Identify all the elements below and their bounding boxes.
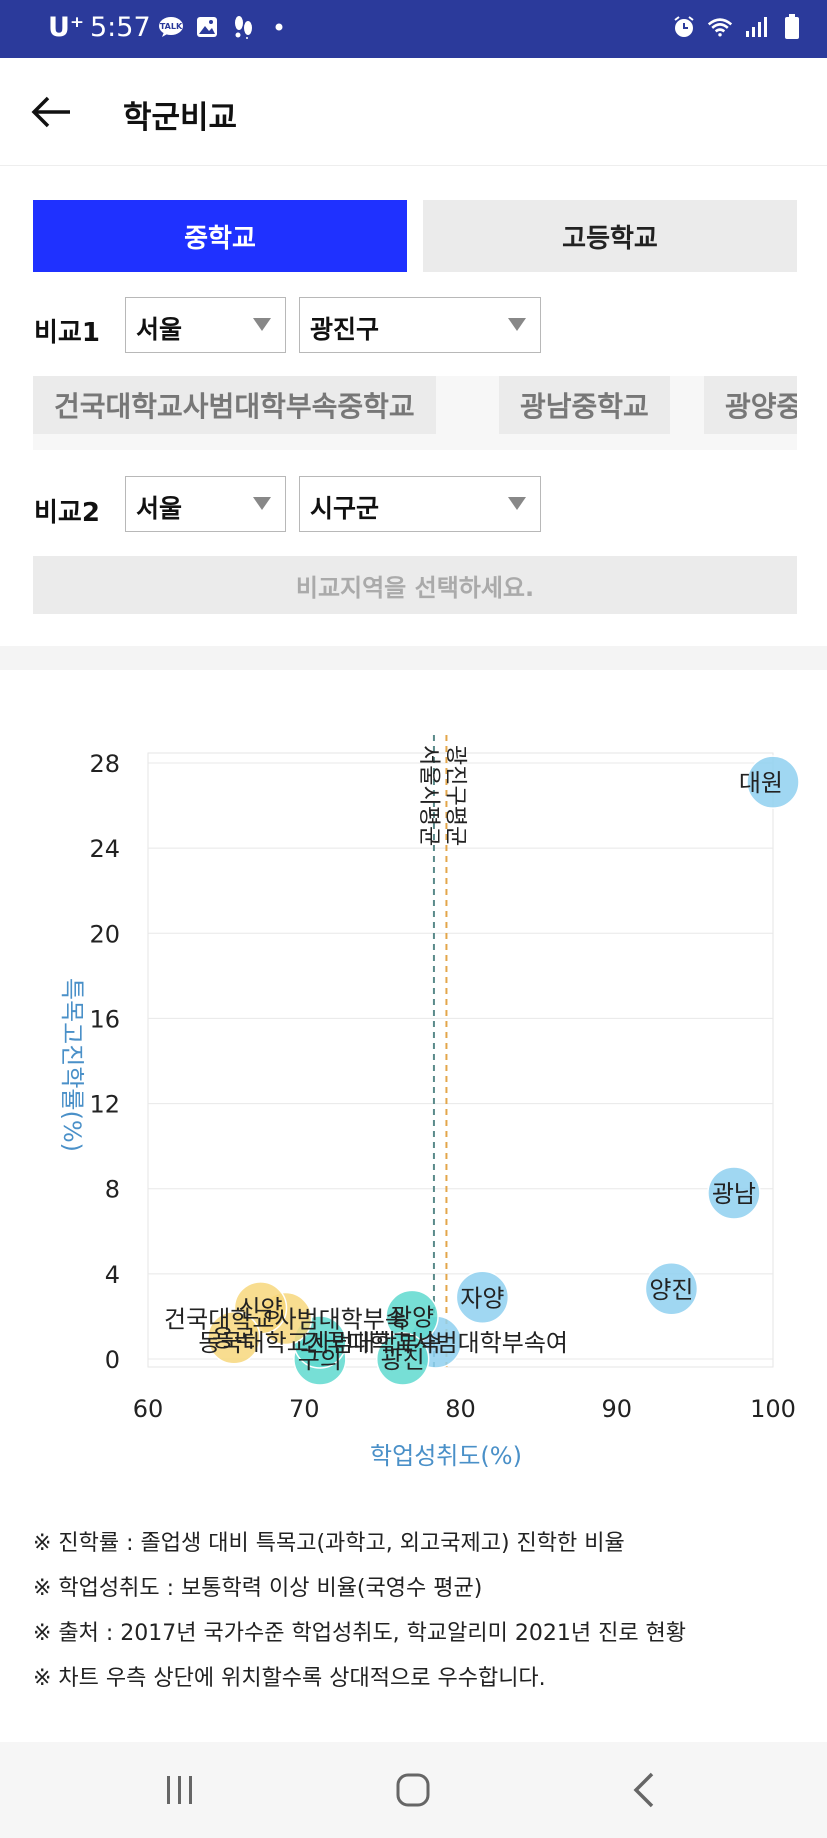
section-divider [0,646,827,670]
compare2-city-value: 서울 [136,494,183,523]
compare2-city-select[interactable]: 서울 [125,476,286,532]
alarm-icon [671,14,697,40]
chart-grid [147,752,774,1368]
y-tick-label: 8 [105,1176,120,1204]
compare1-city-select[interactable]: 서울 [125,297,286,353]
app-header: 학군비교 [0,58,827,166]
x-tick-label: 90 [601,1395,632,1423]
chevron-down-icon [253,318,271,331]
clock-time: 5:57 [90,12,151,43]
talk-icon-label: TALK [160,22,183,31]
data-point-label: 구의 [298,1346,342,1374]
data-point [644,1262,699,1316]
chevron-down-icon [508,497,526,510]
system-icons [671,14,805,40]
system-nav-bar [0,1742,827,1838]
data-point [746,755,800,809]
x-axis-title: 학업성취도(%) [370,1442,522,1470]
y-tick-label: 24 [89,835,120,863]
note-line: ※ 차트 우측 상단에 위치할수록 상대적으로 우수합니다. [33,1666,546,1691]
compare-placeholder: 비교지역을 선택하세요. [33,556,797,614]
school-chip-list[interactable]: 건국대학교사범대학부속중학교 광남중학교 광양중학교 [33,376,797,450]
note-line: ※ 진학률 : 졸업생 대비 특목고(과학고, 외고국제고) 진학한 비율 [33,1531,625,1556]
note-line: ※ 학업성취도 : 보통학력 이상 비율(국영수 평균) [33,1576,483,1601]
compare1-city-value: 서울 [136,315,183,344]
compare2-district-value: 시구군 [310,494,380,523]
back-nav-icon[interactable] [620,1768,670,1812]
y-tick-label: 0 [105,1346,120,1374]
school-chip[interactable]: 광남중학교 [499,376,670,434]
tab-middle-school[interactable]: 중학교 [33,200,407,272]
signal-icon [743,14,769,40]
data-point-label: 광남 [712,1180,756,1208]
data-point [375,1332,430,1386]
dot-icon [266,14,292,40]
plot-border [147,752,774,1368]
chevron-down-icon [253,497,271,510]
data-point-label: 광진 [381,1346,425,1374]
y-tick-label: 16 [89,1005,120,1033]
school-chip[interactable]: 건국대학교사범대학부속중학교 [33,376,436,434]
x-tick-label: 100 [750,1395,796,1423]
gallery-icon [194,14,220,40]
home-icon[interactable] [388,1768,438,1812]
compare1-district-select[interactable]: 광진구 [299,297,541,353]
chevron-down-icon [508,318,526,331]
data-point-label: 건국대학교사범대학부속여 [303,1329,568,1357]
chart-axes: 0 4 8 12 16 20 24 28 60 70 80 90 100 학업성취도(%) 특목고진학률(%… [58,750,796,1470]
chart-notes: ※ 진학률 : 졸업생 대비 특목고(과학고, 외고국제고) 진학한 비율 ※ … [33,1524,686,1704]
data-point-label: 광양 [390,1303,434,1331]
compare2-label: 비교2 [34,498,100,528]
status-bar: U⁺ 5:57 TALK [0,0,827,58]
compare1-district-value: 광진구 [310,315,380,344]
data-point-label: 양진 [649,1276,693,1304]
page-title: 학군비교 [123,100,238,136]
school-chip[interactable]: 광양중학교 [704,376,797,434]
y-tick-label: 28 [89,750,120,778]
x-tick-label: 60 [133,1395,164,1423]
x-tick-label: 70 [289,1395,320,1423]
back-arrow-icon[interactable] [30,92,74,132]
wifi-icon [707,14,733,40]
y-tick-label: 4 [105,1261,120,1289]
reference-line-label: 광진구평균 [442,745,467,846]
compare1-label: 비교1 [34,318,100,348]
data-point-label: 동국대학교사범대학부속 [198,1329,441,1357]
y-axis-title: 특목고진학률(%) [58,978,86,1152]
compare2-district-select[interactable]: 시구군 [299,476,541,532]
data-point-label: 건국대학교사범대학부속 [164,1306,407,1334]
data-point-label: 대원 [739,769,783,797]
reference-line-label: 서울시평균 [416,745,441,846]
carrier-label: U⁺ [48,12,85,43]
tab-high-school[interactable]: 고등학교 [423,200,797,272]
data-point [707,1166,761,1220]
x-tick-label: 80 [445,1395,476,1423]
talk-icon: TALK [158,14,184,40]
y-tick-label: 12 [89,1091,120,1119]
data-point [455,1270,510,1325]
y-tick-label: 20 [89,920,120,948]
data-point-label: 용곡 [212,1325,256,1353]
data-point-label: 신양 [238,1295,282,1323]
recent-apps-icon[interactable] [155,1768,205,1812]
data-point [207,1310,261,1365]
battery-icon [779,14,805,40]
footsteps-icon [230,14,256,40]
notification-icons: TALK [158,14,292,40]
note-line: ※ 출처 : 2017년 국가수준 학업성취도, 학교알리미 2021년 진로 … [33,1621,687,1646]
data-point-label: 자양 [460,1284,504,1312]
